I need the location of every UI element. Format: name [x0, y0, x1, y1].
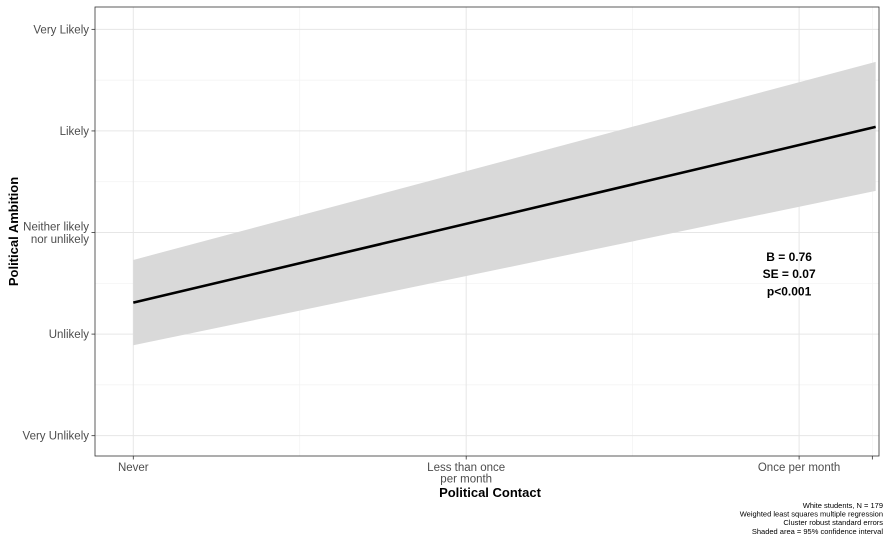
stats-line: B = 0.76 [766, 250, 812, 264]
y-tick-label-line: nor unlikely [31, 234, 89, 246]
x-tick-label-line: per month [440, 474, 492, 486]
y-tick-label-line: Neither likely [23, 221, 89, 233]
regression-line [132, 125, 876, 304]
caption-line: White students, N = 179 [803, 501, 883, 510]
x-axis-title: Political Contact [439, 485, 542, 500]
y-tick-label-line: Unlikely [49, 329, 90, 341]
y-tick-label-line: Very Likely [33, 24, 89, 36]
x-tick-label-line: Less than once [427, 462, 505, 474]
caption-line: Cluster robust standard errors [783, 518, 883, 527]
y-axis-title: Political Ambition [6, 177, 21, 286]
confidence-ribbon [133, 61, 876, 346]
regression-stats: B = 0.76 SE = 0.07 p<0.001 [763, 250, 816, 299]
x-tick-label: Less than once per month [427, 462, 505, 486]
stats-line: SE = 0.07 [763, 267, 816, 281]
y-tick-label: Very Unlikely [23, 431, 90, 443]
y-tick-label-line: Likely [60, 126, 90, 138]
y-tick-label: Likely [60, 126, 90, 138]
caption-line: Shaded area = 95% confidence interval [752, 527, 883, 536]
y-axis: Very Unlikely Unlikely Neither likely nor u… [23, 24, 95, 443]
major-gridlines [95, 7, 879, 456]
caption-line: Weighted least squares multiple regressi… [740, 510, 883, 519]
x-tick-label-line: Once per month [758, 462, 840, 474]
y-tick-label: Unlikely [49, 329, 90, 341]
x-tick-label: Never [118, 462, 149, 474]
x-tick-label: Once per month [758, 462, 840, 474]
x-tick-label-line: Never [118, 462, 149, 474]
y-tick-label: Very Likely [33, 24, 89, 36]
y-tick-label-line: Very Unlikely [23, 431, 90, 443]
stats-line: p<0.001 [767, 284, 812, 298]
x-axis: Never Less than once per month Once per mon… [118, 456, 873, 486]
panel-border [94, 6, 880, 457]
y-tick-label: Neither likely nor unlikely [23, 221, 89, 246]
